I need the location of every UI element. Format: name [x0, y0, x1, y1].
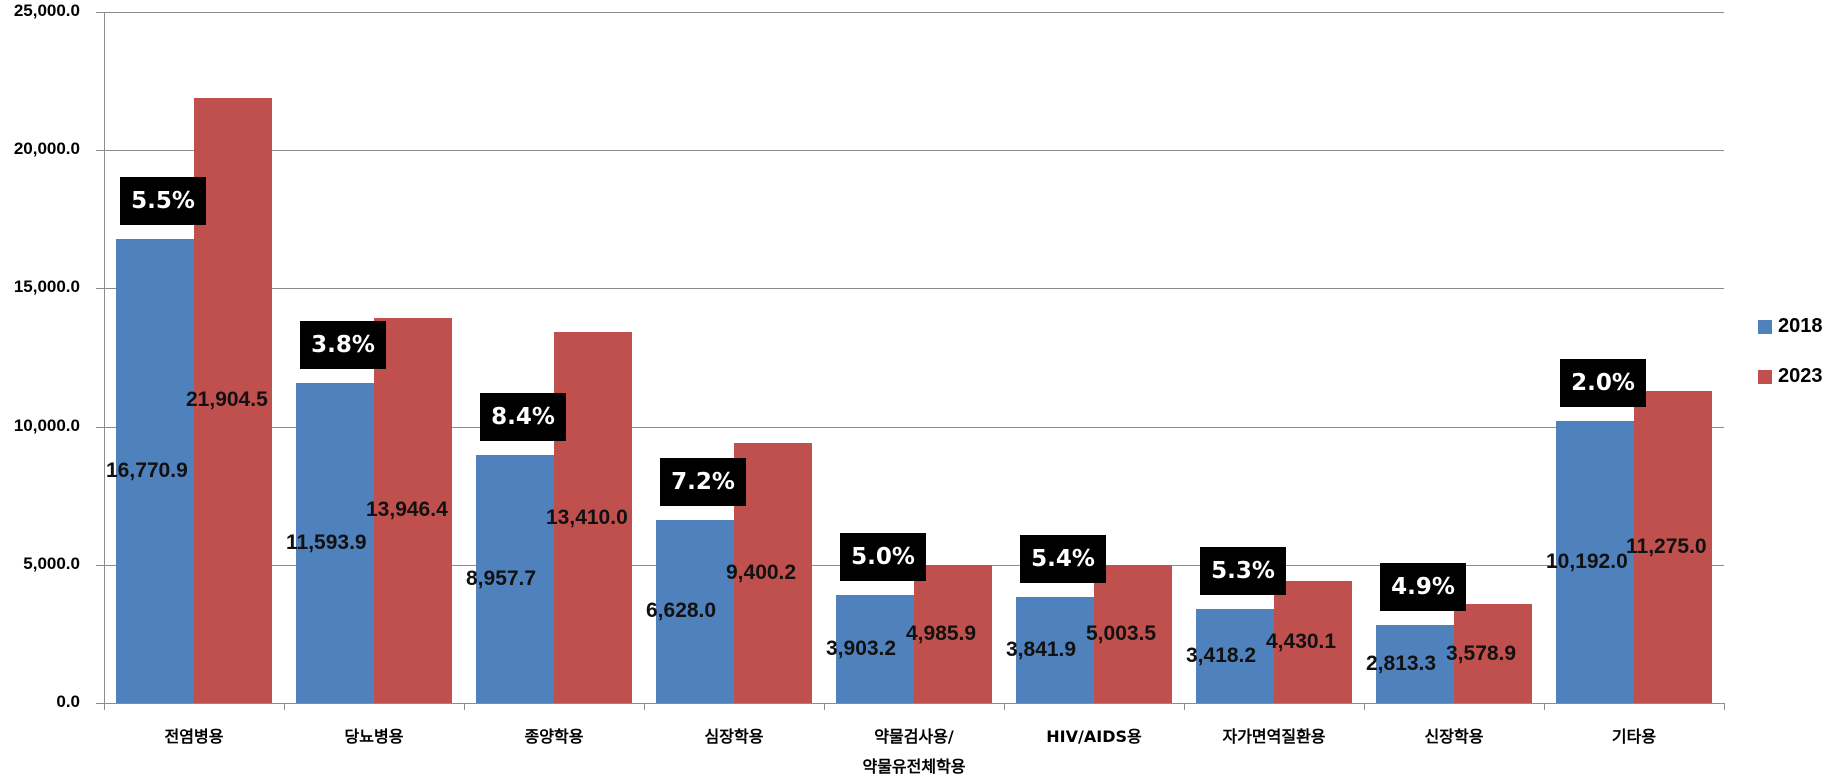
value-label-2023: 13,410.0	[546, 505, 628, 529]
y-tick-mark	[96, 12, 104, 13]
bar-2018	[836, 595, 914, 703]
bar-2023	[1454, 604, 1532, 703]
bar-2018	[1376, 625, 1454, 703]
growth-rate-label: 2.0%	[1560, 359, 1646, 408]
legend-label: 2023	[1778, 365, 1823, 387]
y-tick-mark	[96, 703, 104, 704]
value-label-2018: 3,903.2	[826, 637, 897, 661]
value-label-2023: 11,275.0	[1626, 535, 1707, 559]
growth-rate-label: 5.0%	[840, 533, 926, 582]
bar-2023	[734, 443, 812, 703]
growth-rate-label: 8.4%	[480, 393, 566, 442]
category-label: 심장학용	[644, 722, 824, 752]
value-label-2023: 4,985.9	[906, 622, 977, 646]
value-label-2018: 8,957.7	[466, 567, 537, 591]
x-tick-mark	[1184, 703, 1185, 710]
category-label-line1: 자가면역질환용	[1222, 727, 1326, 746]
legend-item-2018: 2018	[1758, 315, 1824, 338]
category-label-line1: HIV/AIDS용	[1046, 727, 1142, 746]
y-tick-mark	[96, 150, 104, 152]
growth-rate-label: 5.5%	[120, 177, 206, 226]
category-label: 기타용	[1544, 722, 1724, 752]
category-label: HIV/AIDS용	[1004, 722, 1184, 752]
category-label-line1: 종양학용	[524, 727, 584, 746]
x-tick-mark	[1004, 703, 1005, 710]
y-tick-mark	[96, 426, 104, 428]
bar-2023	[1634, 391, 1712, 703]
category-label-line1: 전염병용	[164, 727, 224, 746]
growth-rate-label: 5.4%	[1020, 534, 1106, 583]
y-tick-label: 25,000.0	[13, 1, 80, 20]
category-label-line2: 약물유전체학용	[862, 757, 966, 776]
bar-2023	[374, 317, 452, 703]
category-label: 전염병용	[104, 722, 284, 752]
category-label-line1: 약물검사용/	[874, 727, 954, 746]
growth-rate-label: 5.3%	[1200, 546, 1286, 595]
legend-swatch-icon	[1758, 319, 1772, 334]
gridline	[104, 12, 1724, 13]
category-label: 약물검사용/약물유전체학용	[824, 722, 1004, 782]
bar-2018	[296, 382, 374, 703]
bar-2023	[554, 332, 632, 703]
legend-item-2023: 2023	[1758, 365, 1824, 388]
category-label: 종양학용	[464, 722, 644, 752]
y-tick-label: 10,000.0	[13, 415, 80, 435]
value-label-2023: 21,904.5	[186, 388, 268, 412]
growth-rate-label: 7.2%	[660, 457, 746, 506]
value-label-2018: 16,770.9	[106, 459, 188, 483]
y-tick-label: 20,000.0	[13, 139, 80, 159]
category-label-line1: 당뇨병용	[344, 727, 404, 746]
growth-rate-label: 3.8%	[300, 320, 386, 369]
bar-2018	[1196, 608, 1274, 703]
value-label-2018: 3,841.9	[1006, 637, 1077, 661]
x-tick-mark	[824, 703, 825, 710]
category-label-line1: 신장학용	[1424, 727, 1484, 746]
bar-2023	[1274, 580, 1352, 703]
x-tick-mark	[284, 703, 285, 710]
bar-2023	[914, 565, 992, 703]
growth-rate-label: 4.9%	[1380, 563, 1466, 612]
category-label-line1: 심장학용	[704, 727, 764, 746]
y-tick-mark	[96, 288, 104, 290]
bar-2018	[1016, 596, 1094, 703]
x-tick-mark	[644, 703, 645, 710]
x-tick-mark	[1544, 703, 1545, 710]
value-label-2023: 9,400.2	[726, 561, 797, 585]
value-label-2018: 11,593.9	[286, 530, 367, 554]
value-label-2018: 10,192.0	[1546, 550, 1628, 574]
bar-2023	[194, 97, 272, 703]
bar-2018	[476, 455, 554, 703]
bar-2018	[656, 519, 734, 703]
bar-2018	[1556, 421, 1634, 703]
y-tick-label: 5,000.0	[23, 553, 80, 573]
y-axis-line	[104, 12, 105, 703]
legend-swatch-icon	[1758, 369, 1772, 384]
value-label-2023: 5,003.5	[1086, 621, 1157, 645]
category-label: 당뇨병용	[284, 722, 464, 752]
value-label-2023: 13,946.4	[366, 498, 448, 522]
y-tick-label: 0.0	[56, 692, 80, 711]
value-label-2023: 4,430.1	[1266, 629, 1337, 653]
x-axis-line	[104, 703, 1724, 704]
y-tick-mark	[96, 564, 104, 566]
value-label-2018: 6,628.0	[646, 599, 717, 623]
x-tick-mark	[1364, 703, 1365, 710]
x-tick-mark	[464, 703, 465, 710]
category-label: 자가면역질환용	[1184, 722, 1364, 752]
value-label-2018: 3,418.2	[1186, 643, 1257, 667]
category-label: 신장학용	[1364, 722, 1544, 752]
value-label-2023: 3,578.9	[1446, 641, 1517, 665]
gridline	[104, 288, 1724, 290]
x-tick-mark	[1724, 703, 1725, 710]
category-label-line1: 기타용	[1611, 727, 1657, 746]
x-tick-mark	[104, 703, 105, 710]
bar-2023	[1094, 564, 1172, 703]
value-label-2018: 2,813.3	[1366, 652, 1437, 676]
bar-2018	[116, 239, 194, 703]
legend-label: 2018	[1778, 315, 1823, 337]
y-tick-label: 15,000.0	[13, 277, 80, 297]
gridline	[104, 150, 1724, 152]
gridline	[104, 426, 1724, 428]
